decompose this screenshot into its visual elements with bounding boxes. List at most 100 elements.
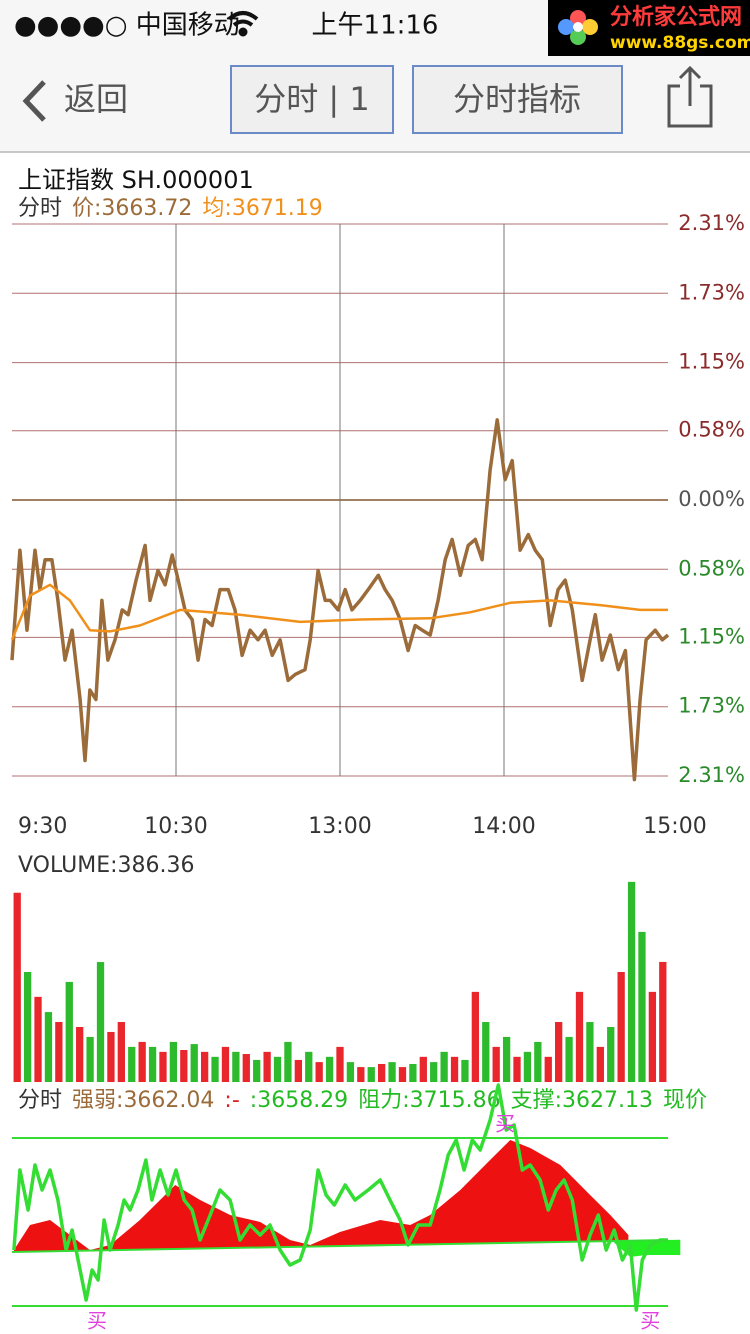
volume-bar [117, 1022, 125, 1082]
volume-bar [34, 996, 42, 1082]
volume-bar [336, 1046, 344, 1082]
volume-bar [482, 1022, 490, 1082]
line [10, 583, 668, 641]
legend-label: 强弱: [72, 1088, 123, 1113]
volume-bar [148, 1046, 157, 1082]
period-button[interactable]: 分时 | 1 [254, 80, 370, 118]
volume-bar [586, 1022, 594, 1082]
volume-bar [65, 981, 73, 1082]
share-icon[interactable] [667, 65, 713, 128]
y-tick-label: 1.73% [678, 694, 745, 718]
watermark: 分析家公式网 www.88gs.com [548, 0, 750, 56]
legend-item: 均:3671.19 [202, 196, 322, 221]
annotation: 买 [495, 1112, 515, 1136]
volume-bar [305, 1051, 313, 1082]
x-tick-label: 10:30 [144, 814, 207, 839]
volume-bar [357, 1067, 365, 1082]
baseline [11, 1239, 669, 1253]
legend-value: 3627.13 [562, 1088, 653, 1113]
volume-bar [23, 971, 32, 1082]
line [10, 418, 670, 782]
volume-bar [565, 1036, 573, 1082]
volume-bar [419, 1056, 427, 1082]
annotation: 买 [640, 1309, 660, 1333]
volume-bar [200, 1051, 209, 1082]
legend: 分时 价:3663.72 均:3671.19 [18, 196, 323, 221]
volume-bar [13, 892, 21, 1082]
legend-item: 价:3663.72 [72, 196, 192, 221]
y-tick-label: 1.15% [678, 624, 745, 648]
volume-bar [502, 1036, 511, 1082]
volume-bar [378, 1063, 386, 1082]
volume-bar [76, 1026, 84, 1082]
legend-value: 3715.86 [410, 1088, 501, 1113]
volume-bar [638, 931, 646, 1082]
button-frame[interactable] [230, 65, 394, 134]
legend-label: : [250, 1088, 257, 1113]
annotation: 买 [87, 1309, 107, 1333]
volume-bar [596, 1046, 604, 1082]
volume-bar [367, 1067, 375, 1082]
volume-bar [461, 1059, 469, 1082]
area [13, 1140, 629, 1252]
volume-bar [544, 1056, 552, 1082]
volume-bar [492, 1046, 500, 1082]
volume-bar [346, 1062, 355, 1082]
volume-bar [627, 881, 636, 1082]
volume-bar [659, 961, 667, 1082]
y-tick-label: 0.00% [678, 487, 745, 511]
line [12, 1083, 668, 1312]
volume-bar [128, 1046, 136, 1082]
volume-bar [211, 1056, 219, 1082]
legend-value: 3658.29 [257, 1088, 348, 1113]
legend-item: :- [224, 1088, 239, 1113]
legend-item: 分时 [18, 196, 62, 221]
y-tick-label: 1.15% [678, 350, 745, 374]
volume-bar [440, 1051, 448, 1082]
legend: 分时 强弱:3662.04:-:3658.29 阻力:3715.86 支撑:3627.… [18, 1088, 707, 1113]
volume-bar [325, 1056, 334, 1082]
volume-bar [388, 1062, 396, 1082]
watermark-name: 分析家公式网 [610, 4, 742, 30]
indicator-button[interactable]: 分时指标 [453, 80, 581, 118]
volume-bar [55, 1022, 63, 1082]
volume-bar [242, 1054, 250, 1082]
wifi-icon [227, 11, 259, 37]
volume-bar [138, 1041, 146, 1082]
volume-bar [398, 1067, 407, 1082]
x-tick-label: 15:00 [643, 814, 706, 839]
volume-bar [315, 1062, 323, 1082]
volume-bar [232, 1051, 240, 1082]
volume-bar [575, 991, 584, 1082]
volume-bar [180, 1049, 188, 1082]
volume-bar [96, 962, 105, 1082]
chart-title: 上证指数 SH.000001 [18, 166, 254, 194]
back-icon[interactable] [22, 80, 46, 122]
volume-bar [523, 1051, 532, 1082]
x-tick-label: 14:00 [472, 814, 535, 839]
legend-item: 现价 [663, 1088, 707, 1113]
volume-bar [159, 1051, 167, 1082]
volume-bar [107, 1031, 115, 1082]
volume-bar [263, 1051, 271, 1082]
volume-bar [534, 1041, 542, 1082]
button-frame[interactable] [412, 65, 623, 134]
legend-value: 3662.04 [123, 1088, 214, 1113]
volume-bar [86, 1036, 94, 1082]
y-tick-label: 2.31% [678, 763, 745, 787]
volume-bar [430, 1062, 438, 1082]
volume-bar [169, 1041, 178, 1082]
back-button[interactable]: 返回 [64, 80, 128, 118]
volume-bar [450, 1056, 459, 1082]
volume-bar [221, 1046, 230, 1082]
chart-title: VOLUME:386.36 [18, 853, 195, 878]
volume-bar [253, 1059, 261, 1082]
volume-bar [44, 1012, 53, 1082]
x-tick-label: 13:00 [308, 814, 371, 839]
y-tick-label: 1.73% [678, 280, 745, 304]
volume-bar [648, 991, 657, 1082]
volume-bar [617, 971, 625, 1082]
x-tick-label: 9:30 [18, 814, 67, 839]
carrier: ●●●●○ 中国移动 [14, 11, 240, 41]
